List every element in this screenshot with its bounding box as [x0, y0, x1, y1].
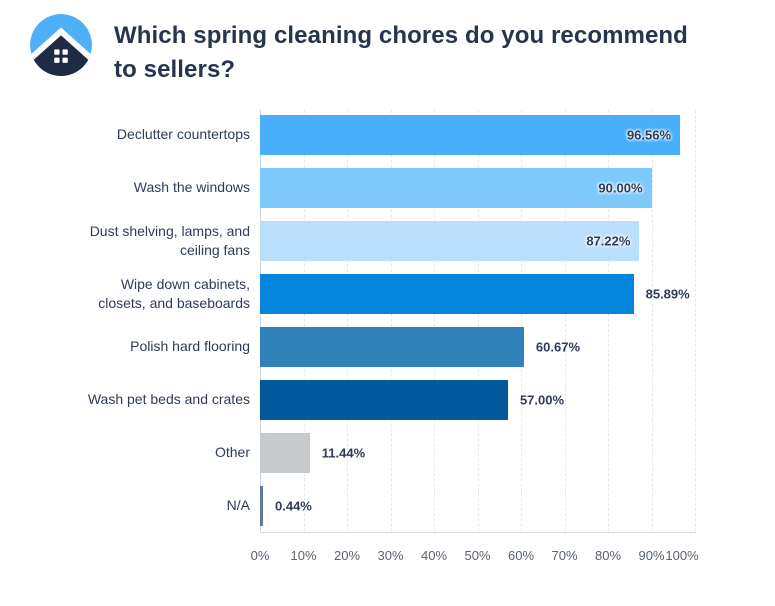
value-label: 0.44% [275, 498, 312, 514]
chart-row: Wash pet beds and crates 57.00% [75, 373, 695, 426]
bar-chart: Declutter countertops 96.56% Wash the wi… [75, 108, 775, 575]
value-label: 60.67% [535, 339, 580, 355]
x-axis-ticks: 0% 10% 20% 30% 40% 50% 60% 70% 80% 90% 100% [251, 533, 699, 575]
chart-row: Other 11.44% [75, 426, 695, 479]
x-axis-line [260, 532, 696, 534]
category-label: N/A [226, 497, 250, 514]
x-tick-label: 50% [464, 548, 491, 564]
house-logo-icon [30, 14, 92, 76]
value-label: 87.22% [586, 233, 631, 249]
gridline [390, 110, 392, 532]
gridline [651, 110, 653, 532]
bar: 87.22% [260, 220, 640, 261]
x-tick-label: 10% [290, 548, 317, 564]
category-label: Wipe down cabinets, closets, and baseboa… [98, 275, 250, 311]
category-label: Polish hard flooring [130, 338, 250, 355]
plot-area: Declutter countertops 96.56% Wash the wi… [75, 108, 699, 575]
chart-row: Wipe down cabinets, closets, and baseboa… [75, 267, 695, 320]
gridlines [260, 110, 696, 532]
bar: 90.00% [260, 167, 652, 208]
bar-track: 57.00% [260, 379, 695, 420]
chart-row: Declutter countertops 96.56% [75, 108, 695, 161]
category-label: Dust shelving, lamps, and ceiling fans [89, 222, 250, 258]
bar-track: 87.22% [260, 220, 695, 261]
x-tick-label: 30% [377, 548, 404, 564]
x-tick-label: 40% [420, 548, 448, 564]
bar-track: 85.89% [260, 273, 695, 314]
value-label: 85.89% [645, 286, 690, 302]
value-label: 96.56% [626, 127, 672, 143]
category-label: Declutter countertops [116, 126, 250, 143]
gridline [434, 110, 435, 532]
bar-track: 90.00% [260, 167, 695, 208]
chart-row: N/A 0.44% [75, 479, 695, 532]
gridline [564, 110, 566, 532]
bar-track: 96.56% [260, 114, 695, 155]
gridline [260, 110, 261, 532]
x-tick-label: 80% [594, 548, 622, 564]
bar-track: 0.44% [260, 485, 695, 526]
header: Which spring cleaning chores do you reco… [0, 0, 775, 87]
gridline [608, 110, 609, 532]
category-label: Other [214, 444, 250, 461]
chart-row: Dust shelving, lamps, and ceiling fans 8… [75, 214, 695, 267]
bar-track: 11.44% [260, 432, 695, 473]
gridline [347, 110, 348, 532]
bar: 11.44% [260, 432, 365, 473]
gridline [303, 110, 305, 532]
x-tick-label: 20% [333, 548, 361, 564]
gridline [521, 110, 522, 532]
x-tick-label: 60% [507, 548, 535, 564]
value-label: 57.00% [519, 392, 565, 408]
bar: 60.67% [260, 326, 580, 367]
x-tick-label: 100% [665, 548, 699, 564]
chart-row: Wash the windows 90.00% [75, 161, 695, 214]
bar-rows: Declutter countertops 96.56% Wash the wi… [75, 108, 695, 532]
gridline [477, 110, 479, 532]
chart-row: Polish hard flooring 60.67% [75, 320, 695, 373]
page-title: Which spring cleaning chores do you reco… [114, 22, 688, 84]
gridline [695, 110, 696, 532]
value-label: 11.44% [321, 445, 366, 461]
x-tick-label: 90% [638, 548, 665, 564]
x-tick-label: 0% [250, 548, 270, 564]
category-label: Wash the windows [133, 179, 250, 196]
bar: 57.00% [260, 379, 564, 420]
bar: 96.56% [260, 114, 681, 155]
bar: 0.44% [260, 485, 312, 526]
x-tick-label: 70% [551, 548, 578, 564]
bar: 85.89% [260, 273, 690, 314]
value-label: 90.00% [598, 180, 643, 196]
bar-track: 60.67% [260, 326, 695, 367]
category-label: Wash pet beds and crates [87, 391, 250, 408]
